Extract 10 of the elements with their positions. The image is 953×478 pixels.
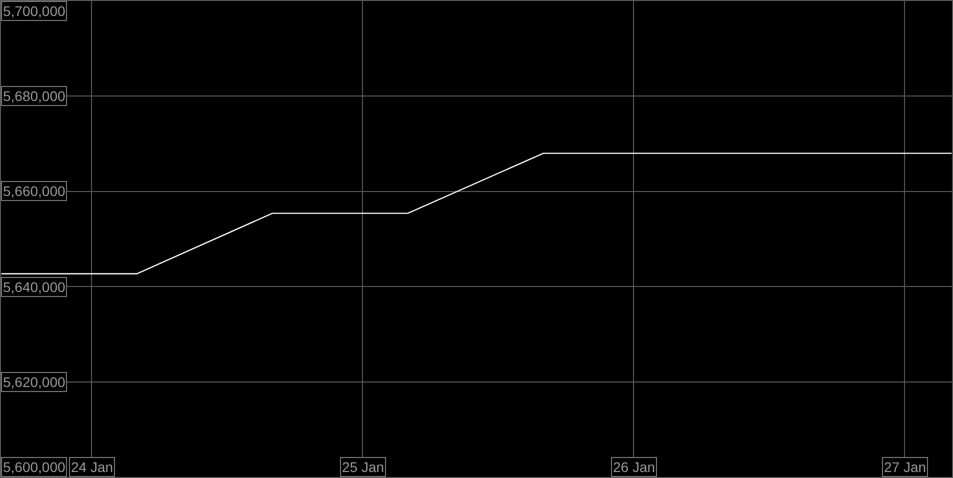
x-tick-label: 24 Jan — [71, 459, 114, 475]
y-tick-label: 5,700,000 — [3, 3, 66, 19]
y-tick-label: 5,660,000 — [3, 183, 66, 199]
x-tick-label: 27 Jan — [884, 459, 926, 475]
y-tick-label: 5,620,000 — [3, 374, 66, 390]
y-tick-label: 5,640,000 — [3, 279, 66, 295]
y-tick-label: 5,680,000 — [3, 88, 66, 104]
x-tick-label: 26 Jan — [613, 459, 656, 475]
x-tick-label: 25 Jan — [342, 459, 384, 475]
y-tick-label: 5,600,000 — [3, 459, 66, 475]
